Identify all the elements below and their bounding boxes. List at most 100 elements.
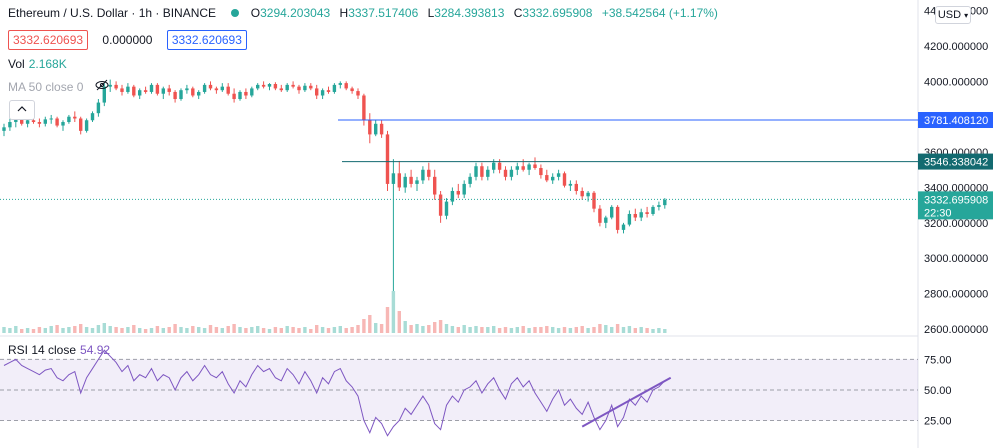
candle-body bbox=[261, 84, 266, 87]
candle-body bbox=[90, 113, 95, 121]
collapse-legend-button[interactable] bbox=[9, 100, 35, 120]
candle-body bbox=[108, 84, 112, 87]
candle bbox=[191, 86, 195, 98]
volume-bar bbox=[379, 324, 384, 333]
price-tick-label: 3000.000000 bbox=[924, 253, 988, 265]
open-key: O bbox=[250, 6, 261, 20]
candle bbox=[55, 116, 59, 128]
candle-body bbox=[604, 217, 608, 223]
candle bbox=[291, 81, 295, 89]
spread-value: 0.000000 bbox=[102, 33, 153, 47]
volume-bar bbox=[256, 326, 260, 333]
candle bbox=[185, 84, 189, 94]
candle-body bbox=[533, 164, 537, 168]
volume-bar bbox=[90, 328, 95, 333]
volume-bar bbox=[409, 325, 413, 333]
candle bbox=[37, 118, 42, 128]
price-axis[interactable]: 4400.0000004200.0000004000.0000003600.00… bbox=[918, 6, 993, 428]
candle bbox=[303, 83, 307, 92]
candle-body bbox=[37, 122, 42, 124]
candle-body bbox=[14, 118, 18, 123]
candle-body bbox=[379, 123, 384, 135]
candle-body bbox=[185, 88, 189, 91]
candle bbox=[486, 166, 490, 181]
rsi-tick-label: 50.00 bbox=[924, 385, 952, 397]
candle bbox=[403, 173, 407, 193]
price-tick-label: 2600.000000 bbox=[924, 324, 988, 336]
candle-body bbox=[586, 192, 590, 197]
candle-body bbox=[84, 120, 89, 131]
candle bbox=[261, 81, 266, 89]
volume-bar bbox=[450, 326, 455, 333]
volume-bar bbox=[37, 327, 42, 333]
candle bbox=[651, 205, 655, 216]
volume-bar bbox=[84, 327, 89, 333]
market-status-dot-icon[interactable] bbox=[231, 9, 240, 17]
candle-body bbox=[486, 169, 490, 177]
volume-bar bbox=[480, 327, 484, 333]
candle bbox=[167, 84, 171, 96]
candle bbox=[450, 187, 455, 206]
volume-bar bbox=[167, 327, 171, 333]
candle bbox=[273, 82, 278, 91]
candle-body bbox=[120, 88, 124, 92]
candle-body bbox=[621, 224, 626, 230]
candle bbox=[350, 86, 354, 94]
volume-bar bbox=[126, 327, 130, 333]
candle-body bbox=[456, 190, 460, 195]
candle bbox=[267, 83, 272, 91]
symbol-title[interactable]: Ethereum / U.S. Dollar · 1h · BINANCE bbox=[8, 6, 217, 20]
ma-legend[interactable]: MA 50 close 0 bbox=[8, 79, 109, 94]
candle-body bbox=[639, 212, 643, 218]
volume-bar bbox=[574, 327, 578, 333]
volume-bar bbox=[25, 328, 30, 333]
candle-body bbox=[497, 162, 502, 170]
rsi-legend[interactable]: RSI 14 close 54.92 bbox=[8, 343, 110, 357]
horizontal-lines-group[interactable] bbox=[0, 119, 918, 200]
volume-bar bbox=[562, 327, 567, 333]
volume-bar bbox=[444, 324, 449, 333]
volume-bar bbox=[173, 324, 177, 333]
currency-select[interactable]: USD ▾ bbox=[935, 6, 971, 24]
candle bbox=[279, 84, 283, 92]
chevron-up-icon bbox=[17, 106, 27, 112]
rsi-trendline[interactable] bbox=[581, 376, 672, 428]
volume-bar bbox=[2, 327, 6, 333]
candle bbox=[285, 83, 289, 92]
candle bbox=[84, 118, 89, 133]
candle bbox=[61, 120, 65, 131]
candle bbox=[539, 164, 543, 179]
volume-bar bbox=[220, 328, 224, 333]
sell-price-badge[interactable]: 3332.620693 bbox=[8, 30, 89, 50]
candle bbox=[462, 180, 466, 199]
candle-body bbox=[232, 93, 236, 100]
candle-body bbox=[344, 83, 348, 89]
candle bbox=[438, 190, 443, 223]
volume-bar bbox=[604, 325, 608, 333]
open-value: 3294.203043 bbox=[260, 6, 331, 20]
candle bbox=[521, 159, 525, 172]
candle bbox=[527, 162, 531, 176]
volume-bar bbox=[521, 326, 525, 333]
candle-body bbox=[492, 162, 496, 170]
candle-body bbox=[309, 85, 313, 89]
candle-body bbox=[96, 102, 101, 114]
candle-body bbox=[480, 166, 484, 177]
candles-group bbox=[2, 79, 667, 301]
candle bbox=[468, 173, 472, 188]
candle-body bbox=[409, 176, 413, 184]
low-key: L bbox=[427, 6, 435, 20]
candle bbox=[79, 116, 83, 135]
eye-hidden-icon[interactable] bbox=[95, 79, 109, 94]
candle bbox=[374, 120, 378, 137]
candle-body bbox=[663, 199, 667, 206]
candle bbox=[639, 208, 643, 222]
buy-price-badge[interactable]: 3332.620693 bbox=[166, 30, 247, 50]
volume-bar bbox=[8, 328, 12, 333]
volume-bar bbox=[456, 327, 460, 333]
candle-body bbox=[126, 86, 130, 92]
volume-legend[interactable]: Vol 2.168K bbox=[8, 57, 67, 71]
candle bbox=[220, 83, 224, 92]
